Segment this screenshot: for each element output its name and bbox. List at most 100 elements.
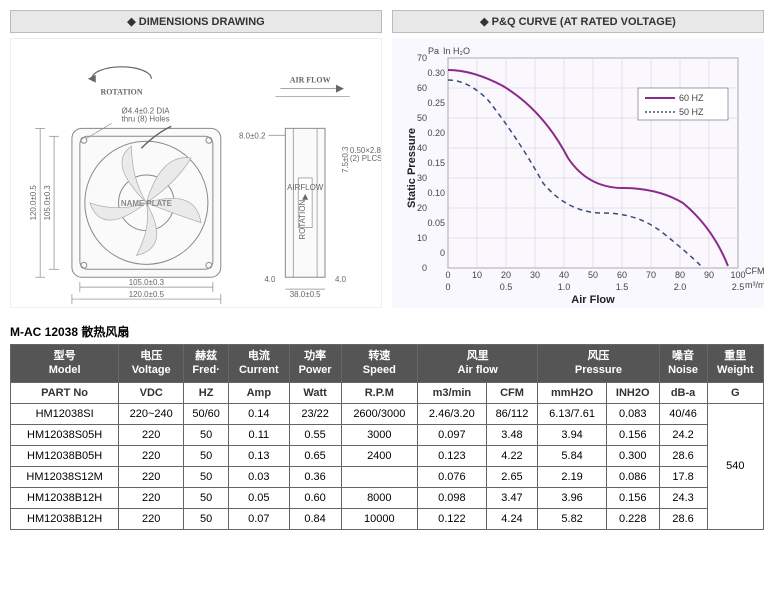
svg-text:0.15: 0.15 <box>427 158 445 168</box>
svg-text:ROTATION: ROTATION <box>298 199 307 239</box>
col-head: 赫兹Fred· <box>184 345 229 383</box>
col-sub: mmH2O <box>538 382 607 403</box>
svg-text:2.5: 2.5 <box>732 282 745 292</box>
svg-text:Static Pressure: Static Pressure <box>406 128 418 208</box>
cell: 220~240 <box>119 403 184 424</box>
svg-text:105.0±0.3: 105.0±0.3 <box>129 278 165 287</box>
svg-text:0: 0 <box>445 270 450 280</box>
cell: 220 <box>119 466 184 487</box>
svg-text:4.0: 4.0 <box>264 275 276 284</box>
svg-text:90: 90 <box>704 270 714 280</box>
cell: 220 <box>119 445 184 466</box>
chart-area: Pa In H₂O Static Pressure Air Flow CFM m… <box>392 38 764 308</box>
cell: 3.94 <box>538 424 607 445</box>
col-sub: CFM <box>486 382 538 403</box>
cell: 86/112 <box>486 403 538 424</box>
cell: 17.8 <box>659 466 707 487</box>
svg-text:120.0±0.5: 120.0±0.5 <box>29 185 38 221</box>
svg-text:0: 0 <box>422 263 427 273</box>
cell: 8000 <box>341 487 418 508</box>
pq-chart-svg: Pa In H₂O Static Pressure Air Flow CFM m… <box>392 38 764 308</box>
svg-text:60 HZ: 60 HZ <box>679 93 704 103</box>
svg-text:In H₂O: In H₂O <box>443 46 470 56</box>
cell: 0.156 <box>606 487 659 508</box>
svg-text:ROTATION: ROTATION <box>101 88 143 97</box>
cell: 2.65 <box>486 466 538 487</box>
drawing-svg: ROTATION AIR FLOW NAME PLATE <box>11 39 381 307</box>
svg-text:(2) PLCS: (2) PLCS <box>350 154 381 163</box>
col-sub: PART No <box>11 382 119 403</box>
col-sub: R.P.M <box>341 382 418 403</box>
col-head: 噪音Noise <box>659 345 707 383</box>
table-row: HM12038B12H220500.050.6080000.0983.473.9… <box>11 487 764 508</box>
col-sub: HZ <box>184 382 229 403</box>
col-head: 功率Power <box>289 345 341 383</box>
table-row: HM12038B05H220500.130.6524000.1234.225.8… <box>11 445 764 466</box>
svg-text:30: 30 <box>417 173 427 183</box>
svg-text:50: 50 <box>588 270 598 280</box>
cell: 28.6 <box>659 445 707 466</box>
svg-text:0.10: 0.10 <box>427 188 445 198</box>
cell: 2400 <box>341 445 418 466</box>
svg-text:120.0±0.5: 120.0±0.5 <box>129 290 165 299</box>
cell: 50 <box>184 508 229 529</box>
col-sub: Amp <box>229 382 290 403</box>
cell: 4.22 <box>486 445 538 466</box>
cell: 0.123 <box>418 445 487 466</box>
col-head: 型号Model <box>11 345 119 383</box>
cell: 50 <box>184 487 229 508</box>
table-row: HM12038SI220~24050/600.1423/222600/30002… <box>11 403 764 424</box>
svg-text:10: 10 <box>417 233 427 243</box>
cell <box>341 466 418 487</box>
col-sub: m3/min <box>418 382 487 403</box>
cell: 0.07 <box>229 508 290 529</box>
col-sub: dB-a <box>659 382 707 403</box>
col-head: 风里Air flow <box>418 345 538 383</box>
svg-text:60: 60 <box>417 83 427 93</box>
svg-text:50 HZ: 50 HZ <box>679 107 704 117</box>
svg-text:40: 40 <box>559 270 569 280</box>
cell: 0.36 <box>289 466 341 487</box>
cell: 0.122 <box>418 508 487 529</box>
cell: 220 <box>119 487 184 508</box>
cell: 5.84 <box>538 445 607 466</box>
top-row: ◆ DIMENSIONS DRAWING ROTATION AIR FLOW <box>10 10 764 308</box>
table-title: M-AC 12038 散热风扇 <box>10 323 764 340</box>
svg-text:0: 0 <box>440 248 445 258</box>
cell: 2600/3000 <box>341 403 418 424</box>
cell: 50 <box>184 424 229 445</box>
svg-text:0: 0 <box>445 282 450 292</box>
svg-text:0.5: 0.5 <box>500 282 513 292</box>
col-head: 重里Weight <box>707 345 763 383</box>
cell: 0.84 <box>289 508 341 529</box>
svg-text:CFM: CFM <box>745 266 764 276</box>
cell: HM12038S12M <box>11 466 119 487</box>
svg-text:AIR FLOW: AIR FLOW <box>290 76 331 85</box>
cell: 50/60 <box>184 403 229 424</box>
col-head: 风压Pressure <box>538 345 659 383</box>
cell: HM12038SI <box>11 403 119 424</box>
svg-text:80: 80 <box>675 270 685 280</box>
cell: 2.19 <box>538 466 607 487</box>
cell: 220 <box>119 508 184 529</box>
cell: 0.097 <box>418 424 487 445</box>
cell: 5.82 <box>538 508 607 529</box>
svg-text:1.5: 1.5 <box>616 282 629 292</box>
col-sub: G <box>707 382 763 403</box>
cell: 0.14 <box>229 403 290 424</box>
cell: 220 <box>119 424 184 445</box>
cell: 0.156 <box>606 424 659 445</box>
cell: 24.3 <box>659 487 707 508</box>
cell: HM12038S05H <box>11 424 119 445</box>
cell: 0.228 <box>606 508 659 529</box>
cell: 0.55 <box>289 424 341 445</box>
dimensions-panel: ◆ DIMENSIONS DRAWING ROTATION AIR FLOW <box>10 10 382 308</box>
svg-text:20: 20 <box>501 270 511 280</box>
cell: HM12038B12H <box>11 508 119 529</box>
cell: HM12038B05H <box>11 445 119 466</box>
svg-text:50: 50 <box>417 113 427 123</box>
spec-table: 型号Model电压Voltage赫兹Fred·电流Current功率Power转… <box>10 344 764 530</box>
cell: 0.05 <box>229 487 290 508</box>
svg-text:40: 40 <box>417 143 427 153</box>
dim-header: ◆ DIMENSIONS DRAWING <box>10 10 382 33</box>
